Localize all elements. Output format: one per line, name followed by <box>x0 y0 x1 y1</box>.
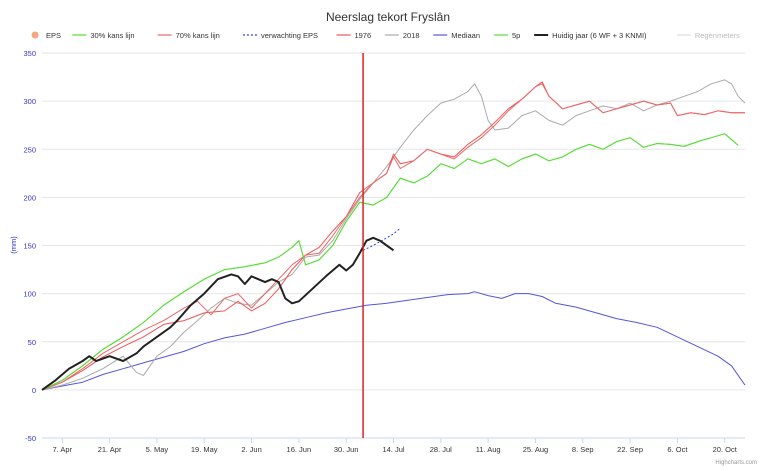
legend-label: Mediaan <box>451 31 480 40</box>
y-tick-label: 300 <box>23 97 36 106</box>
legend-label: 70% kans lijn <box>176 31 220 40</box>
legend-label: Regenmeters <box>695 31 740 40</box>
x-tick-label: 25. Aug <box>523 445 548 454</box>
series-line-2018 <box>41 79 746 391</box>
legend-label: 5p <box>512 31 520 40</box>
x-tick-label: 30. Jun <box>334 445 359 454</box>
x-tick-label: 20. Oct <box>713 445 738 454</box>
legend-label: Huidig jaar (6 WF + 3 KNMI) <box>552 31 647 40</box>
legend-item[interactable]: EPS <box>31 31 62 40</box>
legend-item[interactable]: 5p <box>493 31 520 40</box>
y-tick-label: 150 <box>23 242 36 251</box>
legend-item[interactable]: Huidig jaar (6 WF + 3 KNMI) <box>534 31 647 40</box>
series-line-mediaan <box>41 291 746 391</box>
y-tick-label: -50 <box>25 434 36 443</box>
y-axis: -50 0 50 100 150 200 250 300 350 <box>23 49 36 443</box>
credits: Highcharts.com <box>715 460 757 466</box>
legend-item[interactable]: Mediaan <box>433 31 480 40</box>
legend-item[interactable]: Regenmeters <box>676 31 740 40</box>
y-axis-title: (mm) <box>9 236 18 254</box>
series-line-verwachting-eps <box>362 227 401 251</box>
y-tick-label: 0 <box>32 386 36 395</box>
legend-label: 30% kans lijn <box>90 31 134 40</box>
x-tick-label: 8. Sep <box>572 445 594 454</box>
legend-item[interactable]: 1976 <box>336 31 371 40</box>
legend-label: 1976 <box>354 31 371 40</box>
legend-symbol <box>31 31 39 39</box>
y-tick-label: 200 <box>23 193 36 202</box>
x-tick-label: 28. Jul <box>430 445 452 454</box>
x-tick-label: 5. May <box>146 445 169 454</box>
legend-item[interactable]: 30% kans lijn <box>72 31 135 40</box>
grid <box>42 52 745 439</box>
series-layer <box>41 79 746 391</box>
x-tick-label: 7. Apr <box>52 445 72 454</box>
legend-item[interactable]: verwachting EPS <box>242 31 318 40</box>
x-tick-label: 2. Jun <box>241 445 261 454</box>
legend-item[interactable]: 70% kans lijn <box>157 31 220 40</box>
x-tick-label: 6. Oct <box>667 445 688 454</box>
y-tick-label: 350 <box>23 49 36 58</box>
series-line-30-kans-lijn <box>41 133 739 391</box>
y-tick-label: 100 <box>23 290 36 299</box>
y-tick-label: 250 <box>23 145 36 154</box>
legend: EPS 30% kans lijn 70% kans lijn verwachting… <box>31 31 740 40</box>
x-tick-label: 11. Aug <box>476 445 501 454</box>
x-tick-label: 21. Apr <box>98 445 122 454</box>
legend-item[interactable]: 2018 <box>384 31 420 40</box>
x-tick-label: 16. Jun <box>287 445 312 454</box>
x-axis: 7. Apr 21. Apr 5. May 19. May 2. Jun 16. Jun 3… <box>42 437 745 454</box>
legend-label: 2018 <box>403 31 420 40</box>
series-line-huidig-jaar-6-wf-3-knmi <box>41 236 395 391</box>
series-line-70-kans-lijn <box>41 83 745 391</box>
series-line-5p <box>41 133 739 391</box>
y-tick-label: 50 <box>28 338 36 347</box>
x-tick-label: 19. May <box>191 445 218 454</box>
x-tick-label: 14. Jul <box>382 445 404 454</box>
legend-label: verwachting EPS <box>261 31 318 40</box>
x-tick-label: 22. Sep <box>617 445 643 454</box>
chart-title: Neerslag tekort Fryslân <box>326 10 450 24</box>
legend-label: EPS <box>46 31 61 40</box>
